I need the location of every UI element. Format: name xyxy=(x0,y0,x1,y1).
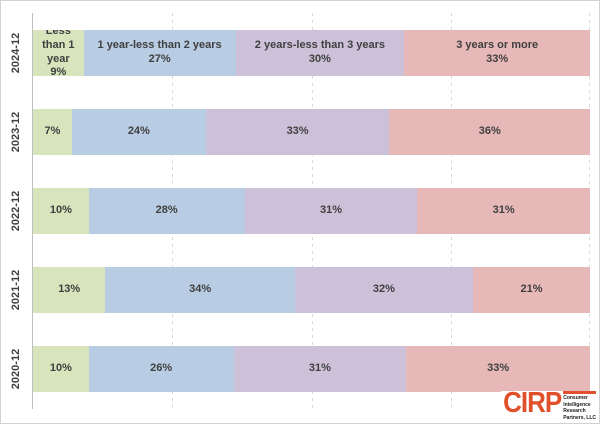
bar-segment: 10% xyxy=(33,346,89,393)
bar-segment: Less than 1 year 9% xyxy=(33,29,84,76)
segment-value-label: 32% xyxy=(372,283,395,296)
bar-segment: 32% xyxy=(294,267,474,314)
segment-value-label: 33% xyxy=(486,52,509,65)
bar-row: 2020-12 10% 26% 31% 33% xyxy=(10,330,590,409)
segment-value-label: 34% xyxy=(189,283,212,296)
bar-segment: 33% xyxy=(205,108,390,155)
bar-segment: 28% xyxy=(88,187,245,234)
segment-value-label: 31% xyxy=(308,362,331,375)
segment-value-label: 24% xyxy=(127,124,150,137)
cirp-logo: CIRP Consumer Intelligence Research Part… xyxy=(501,387,596,421)
stacked-bar: 10% 26% 31% 33% xyxy=(33,346,590,393)
segment-value-label: 33% xyxy=(487,362,510,375)
bar-segment: 31% xyxy=(244,187,418,234)
bar-segment: 2 years-less than 3 years 30% xyxy=(235,29,405,76)
segment-value-label: 10% xyxy=(49,362,72,375)
stacked-bar: 10% 28% 31% 31% xyxy=(33,187,590,234)
cirp-tagline-line: Partners, LLC xyxy=(563,414,596,421)
bar-segment: 31% xyxy=(233,346,407,393)
plot-area: 2024-12 Less than 1 year 9% 1 year-less th… xyxy=(10,13,590,409)
bar-row: 2022-12 10% 28% 31% 31% xyxy=(10,171,590,250)
bar-segment: 33% xyxy=(406,346,590,393)
cirp-tagline-line: Consumer xyxy=(563,395,588,401)
segment-value-label: 30% xyxy=(308,52,331,65)
bar-segment: 26% xyxy=(88,346,234,393)
segment-value-label: 26% xyxy=(150,362,173,375)
segment-value-label: 21% xyxy=(520,283,543,296)
segment-value-label: 36% xyxy=(478,124,501,137)
segment-series-label: 1 year-less than 2 years xyxy=(97,38,222,51)
segment-value-label: 31% xyxy=(492,204,515,217)
bar-segment: 1 year-less than 2 years 27% xyxy=(83,29,236,76)
y-axis-category-label: 2021-12 xyxy=(10,269,22,311)
bar-segment: 36% xyxy=(389,108,590,155)
bar-segment: 3 years or more 33% xyxy=(404,29,590,76)
segment-value-label: 33% xyxy=(286,124,309,137)
segment-series-label: 3 years or more xyxy=(456,38,539,51)
segment-value-label: 28% xyxy=(155,204,178,217)
y-axis-category-label: 2020-12 xyxy=(10,349,22,390)
stacked-bar: 13% 34% 32% 21% xyxy=(33,267,590,314)
segment-value-label: 27% xyxy=(148,52,171,65)
segment-value-label: 10% xyxy=(49,204,72,217)
stacked-bar: 7% 24% 33% 36% xyxy=(33,108,590,155)
bar-segment: 7% xyxy=(33,108,72,155)
y-axis-category-label: 2024-12 xyxy=(10,32,22,73)
y-axis-category-label: 2023-12 xyxy=(10,111,22,152)
cirp-logo-text: CIRP xyxy=(503,385,562,419)
bar-segment: 31% xyxy=(417,187,590,234)
segment-series-label: 2 years-less than 3 years xyxy=(254,38,386,51)
cirp-tagline-line: Intelligence xyxy=(563,401,591,408)
segment-series-label: Less than 1 year xyxy=(42,29,75,65)
cirp-tagline-bar xyxy=(563,391,596,394)
cirp-tagline-line: Research xyxy=(563,408,586,414)
segment-value-label: 13% xyxy=(58,283,81,296)
bar-rows-container: 2024-12 Less than 1 year 9% 1 year-less th… xyxy=(10,13,590,409)
bar-segment: 34% xyxy=(105,267,295,314)
bar-segment: 24% xyxy=(71,108,206,155)
bar-segment: 10% xyxy=(33,187,89,234)
segment-value-label: 31% xyxy=(319,204,342,217)
bar-row: 2023-12 7% 24% 33% 36% xyxy=(10,92,590,171)
bar-segment: 21% xyxy=(473,267,590,314)
segment-value-label: 7% xyxy=(44,124,61,137)
cirp-tagline: Consumer Intelligence Research Partners,… xyxy=(563,391,596,421)
y-axis-category-label: 2022-12 xyxy=(10,190,22,232)
stacked-bar: Less than 1 year 9% 1 year-less than 2 yea… xyxy=(33,29,590,76)
segment-value-label: 9% xyxy=(50,66,67,76)
bar-segment: 13% xyxy=(33,267,106,314)
bar-row: 2024-12 Less than 1 year 9% 1 year-less th… xyxy=(10,13,590,92)
bar-row: 2021-12 13% 34% 32% 21% xyxy=(10,251,590,330)
